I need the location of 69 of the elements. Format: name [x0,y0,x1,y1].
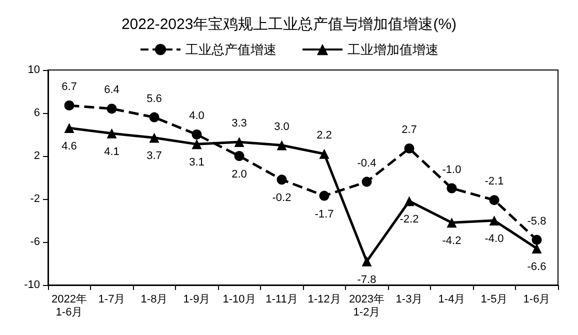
point [106,128,117,138]
y-tick-label: -2 [30,193,40,205]
x-tick-label: 1-6月 [523,294,550,306]
chart-title: 2022-2023年宝鸡规上工业总产值与增加值增速(%) [121,16,457,33]
point [276,140,287,150]
data-label: -1.7 [314,208,334,220]
data-label: -1.0 [442,164,462,176]
x-tick-label: 1-10月 [222,294,256,306]
point [446,183,457,194]
legend-label: 工业总产值增速 [186,42,276,57]
data-label: 4.0 [189,110,204,122]
point [404,196,414,206]
data-label: 6.4 [104,84,120,96]
data-label: -0.4 [357,157,376,170]
point [276,174,287,185]
point [234,137,244,148]
point [319,148,330,159]
y-tick-label: 6 [34,107,40,119]
point [106,104,117,114]
point [149,112,160,122]
x-tick-label: 1-5月 [480,294,508,306]
y-tick-label: -10 [24,279,40,291]
point [192,130,202,140]
legend-label: 工业增加值增速 [348,42,438,57]
point [489,195,500,206]
x-tick-label: 1-9月 [183,294,210,306]
point [446,218,457,228]
data-label: -2.2 [400,214,419,226]
point [234,151,244,161]
point [149,132,160,143]
data-label: -5.8 [527,215,546,228]
data-label: 3.1 [189,156,204,169]
x-tick-label: 1-4月 [438,294,466,306]
y-tick-label: -6 [30,236,40,248]
data-label: 4.6 [62,140,77,153]
point [532,234,542,245]
data-label: 4.1 [104,146,120,158]
data-label: 2.0 [232,168,247,180]
x-tick-label: 1-3月 [396,294,423,306]
data-label: 6.7 [62,80,77,93]
data-label: -2.1 [484,176,504,188]
x-tick-label: 1-12月 [308,294,341,306]
data-label: -4.2 [442,235,462,248]
y-tick-label: 2 [34,150,40,162]
point [319,190,330,201]
point [64,123,74,134]
data-label: 3.7 [146,150,162,162]
x-tick-label: 1-8月 [140,294,168,306]
point [362,176,372,187]
data-label: 3.3 [232,118,247,130]
point [532,243,542,254]
point [489,216,500,226]
data-label: -0.2 [272,192,292,204]
data-label: 3.0 [274,120,290,133]
data-label: -6.6 [527,260,546,273]
x-tick-label: 2022年 1-6月 [52,294,87,318]
point [404,143,414,154]
x-tick-label: 2023年 1-2月 [349,294,384,318]
data-label: -4.0 [484,233,504,245]
point [362,256,372,266]
y-tick-label: 10 [28,64,40,76]
x-tick-label: 1-11月 [266,294,298,306]
data-label: 2.2 [316,129,332,142]
x-tick-label: 1-7月 [98,294,126,306]
point [64,100,74,110]
point [192,139,202,150]
data-label: 5.6 [146,92,162,105]
data-label: 2.7 [402,124,417,136]
data-label: -7.8 [357,274,376,286]
